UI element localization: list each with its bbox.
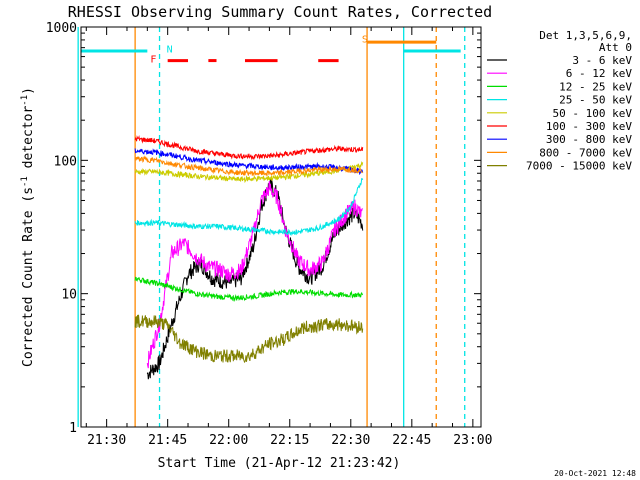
y-axis-label: Corrected Count Rate (s-1 detector-1) — [20, 87, 36, 367]
y-axis-label-part: detector — [21, 106, 36, 177]
legend-label: 3 - 6 keV — [572, 54, 632, 67]
y-axis-label-part: -1 — [20, 176, 30, 187]
series-line — [146, 178, 364, 380]
series-line — [134, 148, 364, 176]
legend-label: 12 - 25 keV — [559, 80, 632, 93]
series-line — [134, 178, 364, 237]
x-tick-label: 21:45 — [148, 433, 187, 448]
plot-frame — [80, 26, 482, 428]
y-axis-label-part: Corrected Count Rate (s — [21, 187, 36, 367]
flag-letter: S — [362, 35, 368, 46]
x-tick-label: 23:00 — [453, 433, 492, 448]
legend-label: 25 - 50 keV — [559, 94, 632, 107]
legend-label: 50 - 100 keV — [553, 107, 633, 120]
y-axis-label-part: -1 — [20, 95, 30, 106]
x-tick-label: 21:30 — [87, 433, 126, 448]
y-axis-label-part: ) — [21, 87, 36, 95]
timestamp: 20-Oct-2021 12:48 — [554, 469, 636, 478]
legend-label: 300 - 800 keV — [546, 133, 632, 146]
series-line — [134, 155, 364, 177]
legend-label: 6 - 12 keV — [566, 67, 633, 80]
series-line — [134, 276, 364, 302]
y-tick-label: 100 — [54, 154, 77, 169]
x-axis-label: Start Time (21-Apr-12 21:23:42) — [158, 456, 401, 471]
chart-title: RHESSI Observing Summary Count Rates, Co… — [68, 3, 492, 21]
legend-header-line: Det 1,3,5,6,9, — [539, 29, 632, 42]
legend-label: 100 - 300 keV — [546, 120, 632, 133]
flag-letter: N — [167, 45, 173, 56]
series-line — [134, 160, 364, 184]
legend-label: 7000 - 15000 keV — [526, 160, 632, 173]
flag-letter: F — [150, 55, 156, 66]
x-tick-label: 22:15 — [270, 433, 309, 448]
y-tick-label: 1000 — [46, 21, 77, 36]
legend-header-line: Att 0 — [599, 41, 632, 54]
series-line — [134, 314, 364, 364]
series-line — [134, 134, 364, 161]
y-tick-label: 10 — [61, 288, 77, 303]
legend-label: 800 - 7000 keV — [539, 146, 632, 159]
x-tick-label: 22:45 — [392, 433, 431, 448]
x-tick-label: 22:30 — [331, 433, 370, 448]
series-line — [146, 181, 363, 369]
x-tick-label: 22:00 — [209, 433, 248, 448]
y-tick-label: 1 — [69, 421, 77, 436]
